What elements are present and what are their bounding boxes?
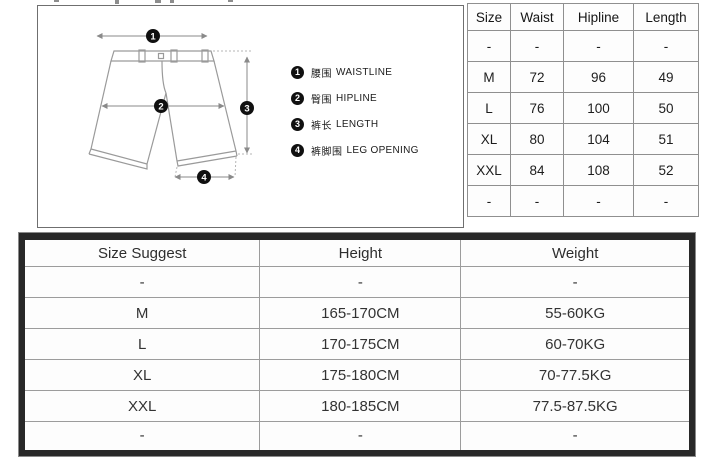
cell-length: - <box>633 30 699 62</box>
cell-weight: - <box>460 266 693 298</box>
cell-length: - <box>633 185 699 217</box>
callout-4: 4 <box>201 173 207 184</box>
legend-label-zh: 裤脚围 <box>311 147 343 158</box>
cell-size: XXL <box>21 390 261 422</box>
table-header-row: Size Waist Hipline Length <box>467 3 699 31</box>
cell-height: 175-180CM <box>259 359 462 391</box>
legend-label-en: HIPLINE <box>336 93 378 104</box>
table-row: - - - - <box>467 185 699 217</box>
cell-size: M <box>21 297 261 329</box>
table-row: XXL 84 108 52 <box>467 154 699 186</box>
size-measurement-table: Size Waist Hipline Length - - - - M 72 9… <box>467 3 699 217</box>
column-header: Length <box>633 3 699 31</box>
cropped-text-artifact <box>170 0 174 3</box>
table-row: XXL 180-185CM 77.5-87.5KG <box>21 390 693 422</box>
column-header: Size Suggest <box>21 236 261 267</box>
cell-weight: - <box>460 421 693 453</box>
cell-size: - <box>21 266 261 298</box>
column-header: Hipline <box>563 3 634 31</box>
guide-dotted-lines <box>174 50 253 178</box>
legend-item-waistline: 1 腰围 WAISTLINE <box>291 65 419 80</box>
cell-waist: - <box>510 185 564 217</box>
legend-label-en: WAISTLINE <box>336 67 393 78</box>
table-row: L 76 100 50 <box>467 92 699 124</box>
cell-length: 51 <box>633 123 699 155</box>
table-row: M 72 96 49 <box>467 61 699 93</box>
table-row: L 170-175CM 60-70KG <box>21 328 693 360</box>
legend-label-zh: 臀围 <box>311 95 332 106</box>
cell-weight: 70-77.5KG <box>460 359 693 391</box>
cell-size: M <box>467 61 511 93</box>
cell-waist: - <box>510 30 564 62</box>
table-header-row: Size Suggest Height Weight <box>21 236 693 267</box>
cell-length: 50 <box>633 92 699 124</box>
cell-height: 170-175CM <box>259 328 462 360</box>
legend-label-en: LEG OPENING <box>346 145 419 156</box>
legend-item-length: 3 裤长 LENGTH <box>291 117 419 132</box>
cell-height: 165-170CM <box>259 297 462 329</box>
column-header: Waist <box>510 3 564 31</box>
cell-size: - <box>467 30 511 62</box>
callout-1: 1 <box>150 32 156 43</box>
cell-height: 180-185CM <box>259 390 462 422</box>
cell-weight: 77.5-87.5KG <box>460 390 693 422</box>
cropped-text-artifact <box>155 0 161 3</box>
legend-label-zh: 腰围 <box>311 69 332 80</box>
cell-height: - <box>259 421 462 453</box>
shorts-measurement-diagram: 1 2 3 4 <box>88 29 254 184</box>
cell-hipline: - <box>563 30 634 62</box>
legend-badge-1: 1 <box>291 66 304 79</box>
measurement-legend: 1 腰围 WAISTLINE 2 臀围 HIPLINE 3 裤长 LENGTH … <box>291 65 419 158</box>
measurement-diagram-panel: 1 2 3 4 1 腰围 WAISTLINE 2 臀围 HIPLINE <box>37 5 464 228</box>
cell-size: L <box>21 328 261 360</box>
legend-label-en: LENGTH <box>336 119 379 130</box>
measurement-arrows <box>96 33 250 180</box>
cell-waist: 72 <box>510 61 564 93</box>
cropped-text-artifact <box>228 0 233 2</box>
cell-size: - <box>21 421 261 453</box>
column-header: Size <box>467 3 511 31</box>
cell-hipline: 96 <box>563 61 634 93</box>
cell-length: 52 <box>633 154 699 186</box>
cell-size: XL <box>467 123 511 155</box>
column-header: Height <box>259 236 462 267</box>
cell-hipline: 104 <box>563 123 634 155</box>
cell-size: XL <box>21 359 261 391</box>
cropped-text-artifact <box>115 0 119 4</box>
cell-waist: 80 <box>510 123 564 155</box>
cell-weight: 60-70KG <box>460 328 693 360</box>
cell-height: - <box>259 266 462 298</box>
cell-hipline: 108 <box>563 154 634 186</box>
legend-item-leg-opening: 4 裤脚围 LEG OPENING <box>291 143 419 158</box>
cell-length: 49 <box>633 61 699 93</box>
table-row: XL 80 104 51 <box>467 123 699 155</box>
legend-item-hipline: 2 臀围 HIPLINE <box>291 91 419 106</box>
table-row: - - - <box>21 421 693 453</box>
column-header: Weight <box>460 236 693 267</box>
cell-hipline: 100 <box>563 92 634 124</box>
table-row: M 165-170CM 55-60KG <box>21 297 693 329</box>
table-row: - - - <box>21 266 693 298</box>
cropped-text-artifact <box>54 0 59 2</box>
callout-2: 2 <box>158 102 163 113</box>
callout-badges: 1 2 3 4 <box>146 29 254 184</box>
legend-badge-4: 4 <box>291 144 304 157</box>
legend-badge-2: 2 <box>291 92 304 105</box>
legend-badge-3: 3 <box>291 118 304 131</box>
table-row: - - - - <box>467 30 699 62</box>
legend-label-zh: 裤长 <box>311 121 332 132</box>
cell-size: - <box>467 185 511 217</box>
callout-3: 3 <box>244 104 249 115</box>
cell-size: L <box>467 92 511 124</box>
cell-hipline: - <box>563 185 634 217</box>
table-row: XL 175-180CM 70-77.5KG <box>21 359 693 391</box>
cell-waist: 84 <box>510 154 564 186</box>
size-suggest-table: Size Suggest Height Weight - - - M 165-1… <box>19 233 695 456</box>
cell-size: XXL <box>467 154 511 186</box>
cell-waist: 76 <box>510 92 564 124</box>
cell-weight: 55-60KG <box>460 297 693 329</box>
